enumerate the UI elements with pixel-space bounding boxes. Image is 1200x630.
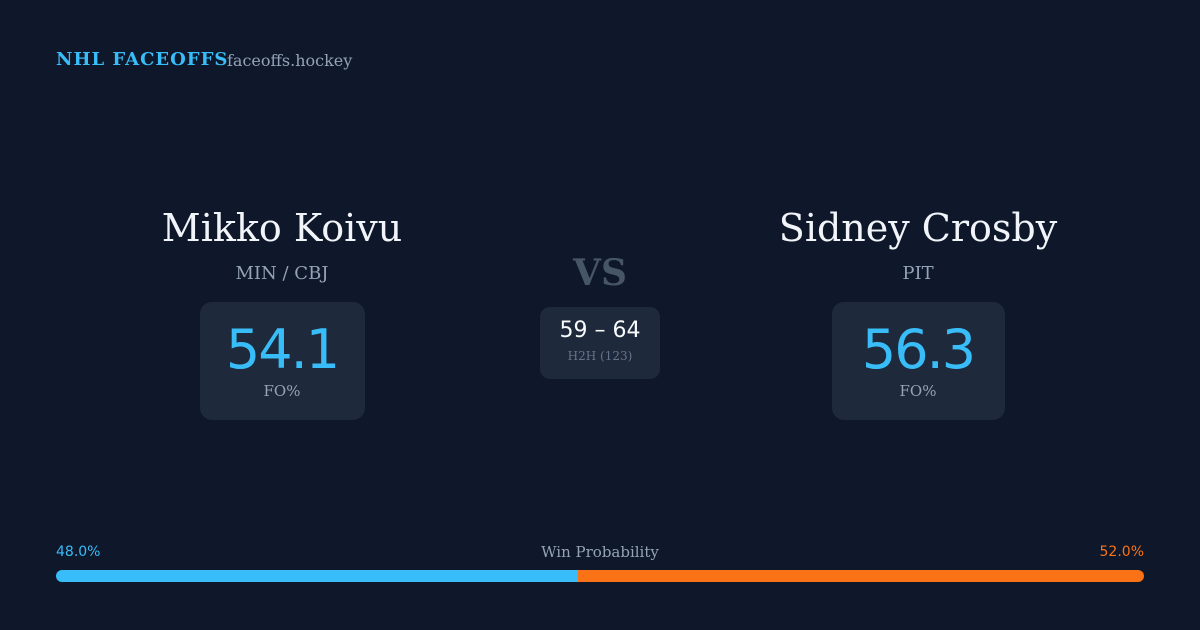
h2h-card — [540, 307, 660, 379]
vs-label: VS — [573, 252, 627, 294]
right-probability: 52.0% — [1099, 544, 1144, 560]
player-team: MIN / CBJ — [235, 263, 329, 284]
left-segment — [56, 570, 579, 582]
stat-card — [200, 302, 365, 420]
stat-value: 56.3 — [861, 318, 976, 381]
right-segment — [578, 570, 1144, 582]
site-link[interactable]: faceoffs.hockey — [227, 51, 353, 70]
left-probability: 48.0% — [56, 544, 101, 560]
h2h-score: 59 – 64 — [559, 318, 641, 343]
player-name: Mikko Koivu — [161, 206, 403, 250]
brand-title[interactable]: NHL FACEOFFS — [56, 49, 229, 70]
probability-bar — [56, 570, 1144, 582]
stat-label: FO% — [899, 382, 937, 400]
stat-card — [832, 302, 1005, 420]
stat-label: FO% — [263, 382, 301, 400]
player-team: PIT — [902, 263, 934, 284]
stat-value: 54.1 — [225, 318, 340, 381]
player-name: Sidney Crosby — [778, 206, 1058, 250]
h2h-note: H2H (123) — [567, 349, 633, 363]
probability-title: Win Probability — [541, 543, 659, 561]
